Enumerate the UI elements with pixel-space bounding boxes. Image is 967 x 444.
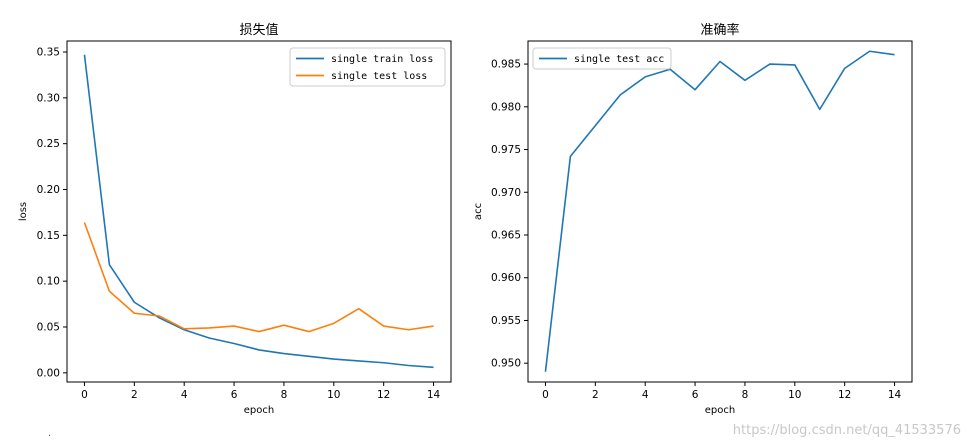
x-tick-label: 2	[131, 389, 138, 401]
data-point	[569, 155, 572, 158]
y-tick-label: 0.05	[37, 322, 60, 334]
data-point	[432, 325, 435, 328]
x-tick-label: 8	[281, 389, 288, 401]
y-tick-label: 0.25	[37, 138, 60, 150]
legend-label: single test loss	[331, 71, 427, 82]
x-tick-label: 4	[181, 389, 188, 401]
x-tick-label: 14	[888, 389, 902, 401]
data-point	[307, 355, 310, 358]
x-tick-label: 6	[231, 389, 238, 401]
data-point	[594, 124, 597, 127]
y-tick-label: 0.985	[491, 59, 521, 71]
series-line-1	[83, 54, 434, 369]
y-tick-label: 0.20	[37, 184, 60, 196]
y-tick-label: 0.950	[491, 358, 521, 370]
data-point	[208, 337, 211, 340]
data-point	[108, 263, 111, 266]
x-tick-label: 14	[427, 389, 441, 401]
y-tick-label: 0.10	[37, 276, 60, 288]
legend-label: single test acc	[574, 54, 664, 65]
data-point	[768, 63, 771, 66]
data-point	[818, 108, 821, 111]
data-point	[793, 63, 796, 66]
data-point	[719, 60, 722, 63]
x-tick-label: 10	[327, 389, 340, 401]
data-point	[893, 53, 896, 56]
x-axis-label: epoch	[705, 405, 735, 416]
x-tick-label: 4	[642, 389, 649, 401]
data-point	[183, 327, 186, 330]
data-point	[743, 79, 746, 82]
chart-title: 损失值	[239, 22, 278, 38]
data-point	[332, 358, 335, 361]
data-point	[233, 325, 236, 328]
y-tick-label: 0.35	[37, 47, 60, 59]
corner-mark: ·	[48, 431, 52, 442]
data-point	[868, 50, 871, 53]
data-point	[83, 221, 86, 224]
legend: single train loss single test loss	[289, 47, 446, 87]
plot-frame	[527, 40, 913, 383]
legend-box	[532, 47, 672, 70]
y-tick-label: 0.955	[491, 315, 521, 327]
x-tick-label: 10	[788, 389, 801, 401]
x-tick-label: 8	[742, 389, 749, 401]
data-point	[233, 342, 236, 345]
x-tick-label: 12	[377, 389, 390, 401]
legend-label: single train loss	[331, 54, 433, 65]
y-axis-label: loss	[18, 202, 29, 221]
data-point	[432, 366, 435, 369]
data-point	[619, 93, 622, 96]
y-tick-label: 0.30	[37, 92, 60, 104]
chart-panel-2: 准确率 0 2 4 6 8 10 12 14 0.950 0.955 0.960 0.965 0.970 0…	[473, 22, 913, 416]
y-tick-label: 0.980	[491, 101, 521, 113]
data-point	[108, 290, 111, 293]
series-line-1	[544, 50, 895, 372]
data-point	[407, 364, 410, 367]
data-point	[258, 330, 261, 333]
y-tick-label: 0.15	[37, 230, 60, 242]
x-axis-label: epoch	[244, 405, 274, 416]
data-point	[133, 312, 136, 315]
data-point	[133, 301, 136, 304]
data-point	[83, 53, 86, 56]
data-point	[307, 330, 310, 333]
y-tick-label: 0.00	[37, 367, 60, 379]
watermark-text: https://blog.csdn.net/qq_41533576	[732, 423, 961, 438]
data-point	[332, 322, 335, 325]
data-point	[282, 324, 285, 327]
data-point	[544, 370, 547, 373]
y-tick-label: 0.965	[491, 230, 521, 242]
data-point	[258, 348, 261, 351]
legend-box	[289, 47, 446, 87]
chart-title: 准确率	[700, 22, 739, 38]
data-point	[644, 75, 647, 78]
x-tick-label: 0	[81, 389, 88, 401]
data-point	[382, 325, 385, 328]
y-axis-label: acc	[473, 203, 484, 220]
data-point	[407, 328, 410, 331]
data-point	[158, 315, 161, 318]
data-point	[843, 67, 846, 70]
data-point	[357, 307, 360, 310]
x-tick-label: 6	[692, 389, 699, 401]
data-point	[208, 326, 211, 329]
y-tick-label: 0.960	[491, 272, 521, 284]
data-point	[282, 352, 285, 355]
y-tick-label: 0.975	[491, 144, 521, 156]
x-tick-label: 2	[592, 389, 599, 401]
legend: single test acc	[532, 47, 672, 70]
data-point	[357, 359, 360, 362]
data-point	[694, 88, 697, 91]
y-tick-label: 0.970	[491, 187, 521, 199]
x-tick-label: 0	[542, 389, 549, 401]
x-tick-label: 12	[838, 389, 851, 401]
series-line-2	[83, 222, 434, 333]
plot-frame	[66, 40, 452, 383]
data-point	[382, 361, 385, 364]
chart-panel-1: 损失值 0 2 4 6 8 10 12 14 0.00 0.05 0.10 0.15 0.20 0.25 0.…	[18, 22, 452, 416]
